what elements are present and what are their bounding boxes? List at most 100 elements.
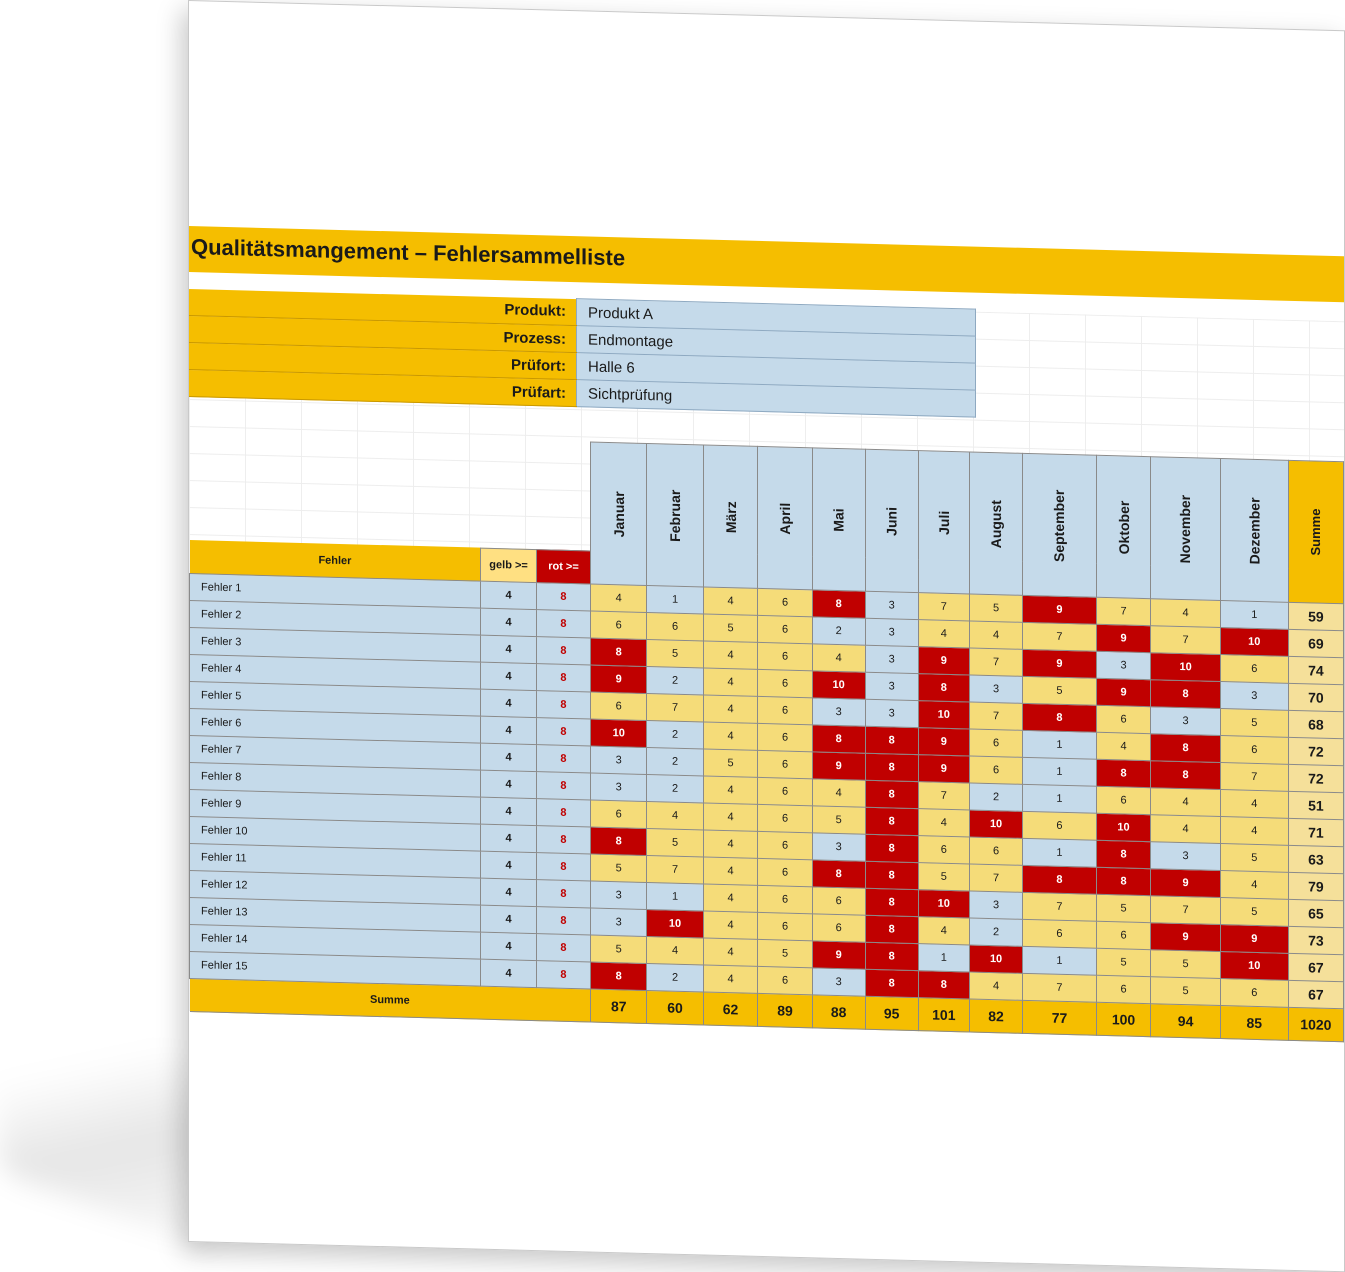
- month-value-cell[interactable]: 4: [703, 910, 758, 940]
- month-value-cell[interactable]: 6: [757, 615, 813, 644]
- month-value-cell[interactable]: 9: [1096, 678, 1151, 707]
- month-value-cell[interactable]: 4: [918, 808, 970, 837]
- month-value-cell[interactable]: 7: [1022, 622, 1097, 652]
- month-value-cell[interactable]: 3: [865, 618, 919, 647]
- month-value-cell[interactable]: 1: [1022, 784, 1097, 814]
- month-value-cell[interactable]: 3: [590, 881, 647, 910]
- month-value-cell[interactable]: 3: [969, 674, 1023, 704]
- gelb-threshold[interactable]: 4: [480, 959, 537, 988]
- month-value-cell[interactable]: 6: [757, 669, 813, 698]
- month-value-cell[interactable]: 7: [1022, 973, 1097, 1003]
- month-value-cell[interactable]: 3: [812, 832, 866, 862]
- month-value-cell[interactable]: 4: [646, 801, 704, 830]
- month-value-cell[interactable]: 6: [590, 692, 647, 721]
- month-value-cell[interactable]: 4: [1150, 598, 1221, 628]
- rot-threshold[interactable]: 8: [536, 852, 591, 882]
- month-value-cell[interactable]: 9: [1150, 868, 1221, 898]
- month-value-cell[interactable]: 2: [969, 917, 1023, 947]
- month-value-cell[interactable]: 4: [1150, 814, 1221, 844]
- month-value-cell[interactable]: 7: [1022, 892, 1097, 922]
- month-value-cell[interactable]: 4: [1220, 816, 1289, 846]
- month-value-cell[interactable]: 3: [969, 890, 1023, 920]
- month-value-cell[interactable]: 8: [1096, 759, 1151, 788]
- gelb-threshold[interactable]: 4: [480, 878, 537, 907]
- month-value-cell[interactable]: 6: [757, 912, 813, 941]
- month-value-cell[interactable]: 8: [865, 753, 919, 782]
- month-value-cell[interactable]: 8: [1150, 760, 1221, 790]
- month-value-cell[interactable]: 8: [865, 861, 919, 890]
- month-value-cell[interactable]: 9: [590, 665, 647, 694]
- month-value-cell[interactable]: 8: [1150, 733, 1221, 763]
- month-value-cell[interactable]: 1: [646, 585, 704, 614]
- month-value-cell[interactable]: 3: [865, 699, 919, 728]
- month-value-cell[interactable]: 2: [646, 720, 704, 749]
- month-value-cell[interactable]: 6: [646, 612, 704, 641]
- month-value-cell[interactable]: 8: [812, 724, 866, 754]
- gelb-threshold[interactable]: 4: [480, 797, 537, 826]
- month-value-cell[interactable]: 4: [646, 936, 704, 965]
- month-value-cell[interactable]: 8: [590, 827, 647, 856]
- month-value-cell[interactable]: 9: [1022, 649, 1097, 679]
- month-value-cell[interactable]: 6: [590, 800, 647, 829]
- month-value-cell[interactable]: 9: [918, 754, 970, 783]
- month-value-cell[interactable]: 10: [1220, 951, 1289, 981]
- month-value-cell[interactable]: 7: [1096, 597, 1151, 626]
- month-value-cell[interactable]: 4: [703, 829, 758, 859]
- month-value-cell[interactable]: 1: [918, 943, 970, 972]
- month-value-cell[interactable]: 6: [757, 858, 813, 887]
- month-value-cell[interactable]: 8: [865, 915, 919, 944]
- month-value-cell[interactable]: 6: [1220, 735, 1289, 765]
- month-value-cell[interactable]: 6: [757, 588, 813, 617]
- month-value-cell[interactable]: 3: [865, 591, 919, 620]
- month-value-cell[interactable]: 7: [918, 781, 970, 810]
- month-value-cell[interactable]: 5: [646, 828, 704, 857]
- month-value-cell[interactable]: 8: [1150, 679, 1221, 709]
- month-value-cell[interactable]: 10: [918, 700, 970, 729]
- month-value-cell[interactable]: 9: [812, 751, 866, 781]
- gelb-threshold[interactable]: 4: [480, 824, 537, 853]
- month-value-cell[interactable]: 3: [865, 645, 919, 674]
- month-value-cell[interactable]: 3: [590, 746, 647, 775]
- month-value-cell[interactable]: 4: [1220, 870, 1289, 900]
- month-value-cell[interactable]: 6: [757, 642, 813, 671]
- month-value-cell[interactable]: 3: [865, 672, 919, 701]
- month-value-cell[interactable]: 2: [646, 963, 704, 992]
- month-value-cell[interactable]: 5: [703, 748, 758, 778]
- month-value-cell[interactable]: 9: [1220, 924, 1289, 954]
- month-value-cell[interactable]: 6: [1096, 705, 1151, 734]
- gelb-threshold[interactable]: 4: [480, 716, 537, 745]
- month-value-cell[interactable]: 2: [646, 666, 704, 695]
- month-value-cell[interactable]: 6: [1022, 811, 1097, 841]
- gelb-threshold[interactable]: 4: [480, 608, 537, 637]
- month-value-cell[interactable]: 4: [590, 584, 647, 613]
- month-value-cell[interactable]: 1: [1022, 946, 1097, 976]
- month-value-cell[interactable]: 10: [1150, 652, 1221, 682]
- month-value-cell[interactable]: 6: [969, 836, 1023, 866]
- month-value-cell[interactable]: 4: [703, 586, 758, 616]
- month-value-cell[interactable]: 5: [1096, 894, 1151, 923]
- month-value-cell[interactable]: 8: [1022, 703, 1097, 733]
- rot-threshold[interactable]: 8: [536, 582, 591, 612]
- month-value-cell[interactable]: 4: [703, 694, 758, 724]
- month-value-cell[interactable]: 6: [757, 777, 813, 806]
- month-value-cell[interactable]: 1: [1022, 838, 1097, 868]
- rot-threshold[interactable]: 8: [536, 825, 591, 855]
- month-value-cell[interactable]: 4: [1150, 787, 1221, 817]
- month-value-cell[interactable]: 9: [812, 940, 866, 970]
- month-value-cell[interactable]: 4: [918, 916, 970, 945]
- month-value-cell[interactable]: 6: [969, 728, 1023, 758]
- month-value-cell[interactable]: 2: [812, 616, 866, 646]
- month-value-cell[interactable]: 8: [865, 969, 919, 998]
- gelb-threshold[interactable]: 4: [480, 689, 537, 718]
- month-value-cell[interactable]: 6: [812, 886, 866, 916]
- month-value-cell[interactable]: 4: [812, 643, 866, 673]
- rot-threshold[interactable]: 8: [536, 744, 591, 774]
- month-value-cell[interactable]: 6: [757, 966, 813, 995]
- month-value-cell[interactable]: 8: [918, 970, 970, 999]
- month-value-cell[interactable]: 5: [1096, 948, 1151, 977]
- month-value-cell[interactable]: 3: [1150, 841, 1221, 871]
- month-value-cell[interactable]: 7: [1150, 625, 1221, 655]
- month-value-cell[interactable]: 6: [918, 835, 970, 864]
- month-value-cell[interactable]: 6: [1220, 978, 1289, 1008]
- rot-threshold[interactable]: 8: [536, 906, 591, 936]
